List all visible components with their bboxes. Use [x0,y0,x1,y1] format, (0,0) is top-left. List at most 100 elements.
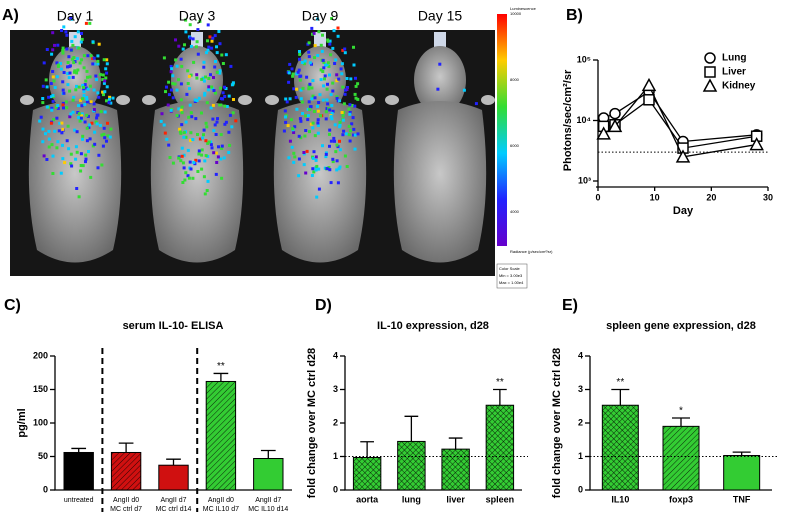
marker [641,77,657,92]
signal-pixel [325,167,329,171]
bar [158,464,189,491]
error-bar [404,415,419,442]
signal-pixel [41,127,45,131]
signal-pixel [61,127,65,131]
signal-pixel [82,54,86,58]
signal-pixel [95,113,99,117]
signal-pixel [101,78,105,82]
signal-pixel [186,69,190,73]
y-tick-label: 10⁵ [577,54,591,64]
signal-pixel [86,54,90,58]
signal-pixel [55,116,59,120]
signal-pixel [79,40,83,44]
signal-pixel [79,152,83,156]
signal-pixel [207,45,211,49]
signal-pixel [80,32,83,35]
signal-pixel [354,84,358,88]
mouse-paw [20,95,34,105]
colorbar-tick: 10000 [510,11,522,16]
signal-pixel [66,124,70,128]
signal-pixel [331,109,335,113]
x-tick-label: MC ctrl d14 [156,506,192,512]
signal-pixel [299,88,303,92]
signal-pixel [42,61,46,65]
signal-pixel [97,95,101,99]
signal-pixel [61,88,65,92]
signal-pixel [38,119,42,123]
signal-pixel [179,57,183,61]
legend-label: Lung [722,53,746,64]
signal-pixel [53,43,56,47]
marker [643,94,655,106]
colorbar-tick: 4000 [510,209,520,214]
signal-pixel [340,62,344,66]
signal-pixel [180,64,184,68]
signal-pixel [95,116,99,120]
error-bar [118,442,134,453]
signal-pixel [309,122,313,126]
panel-label: D) [315,297,332,314]
signal-pixel [174,58,178,62]
bar [205,380,237,491]
signal-pixel [79,116,83,120]
signal-pixel [182,135,186,139]
signal-pixel [321,144,324,148]
signal-pixel [85,69,89,73]
signal-pixel [207,140,211,144]
signal-pixel [324,155,328,159]
signal-pixel [298,52,302,56]
signal-pixel [214,133,218,136]
signal-pixel [291,72,295,76]
signal-pixel [60,29,64,32]
scale-min: Min = 3.00e3 [499,273,523,278]
signal-pixel [61,103,65,107]
signal-pixel [352,63,356,67]
signal-pixel [71,98,75,102]
signal-pixel [328,128,332,132]
signal-pixel [188,103,192,107]
signal-pixel [323,77,326,81]
signal-pixel [102,126,106,130]
signal-pixel [91,40,95,44]
signal-pixel [326,82,329,86]
signal-pixel [105,99,108,103]
signal-pixel [102,81,106,85]
panel-label: B) [566,7,583,24]
signal-pixel [47,129,51,133]
signal-pixel [94,120,98,124]
signal-pixel [47,95,51,99]
signal-pixel [312,110,316,113]
x-tick-label: MC IL10 d14 [248,506,288,512]
signal-pixel [294,95,298,99]
signal-pixel [200,153,204,157]
signal-pixel [215,161,219,164]
signal-pixel [347,124,351,128]
signal-pixel [312,150,316,154]
signal-pixel [347,133,351,137]
signal-pixel [196,52,200,56]
signal-pixel [162,123,166,127]
signal-pixel [328,132,331,136]
error-bar [360,441,374,458]
signal-pixel [192,60,196,64]
signal-pixel [232,98,235,101]
signal-pixel [286,124,290,128]
signal-pixel [200,167,204,171]
signal-pixel [105,71,109,75]
signal-pixel [89,54,93,58]
signal-pixel [292,131,296,134]
signal-pixel [69,48,73,52]
signal-pixel [298,117,302,121]
signal-pixel [80,104,84,108]
signal-pixel [65,47,69,51]
signal-pixel [69,16,73,20]
signal-pixel [210,46,214,50]
signal-pixel [95,122,99,126]
signal-pixel [44,78,48,82]
signal-pixel [62,106,65,110]
signal-pixel [56,104,60,107]
signal-pixel [56,43,60,47]
signal-pixel [299,74,303,78]
signal-pixel [311,32,314,36]
signal-pixel [77,116,81,120]
